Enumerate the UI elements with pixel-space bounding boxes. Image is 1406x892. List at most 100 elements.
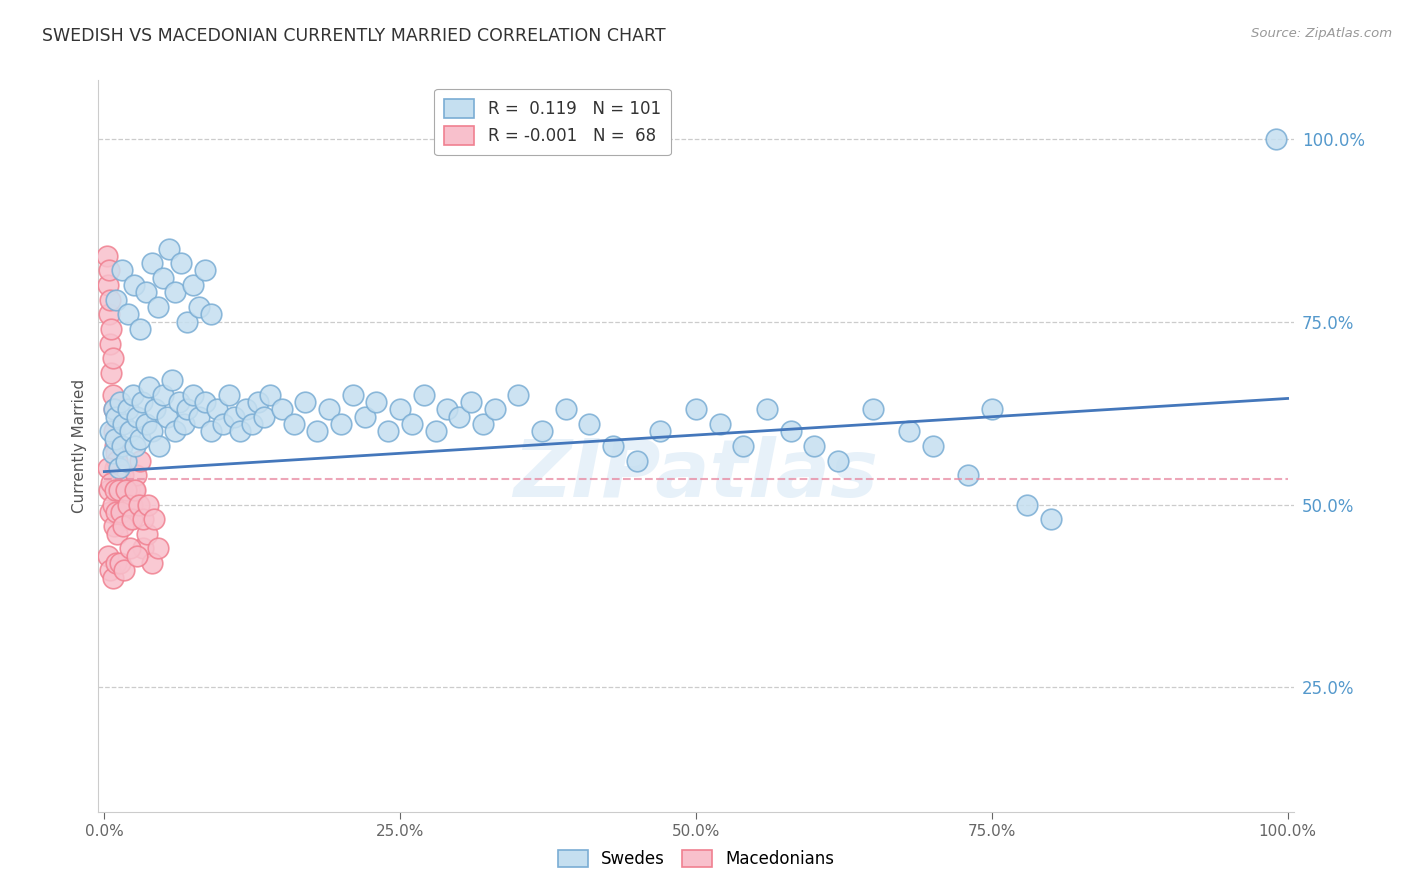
Text: ZIPatlas: ZIPatlas xyxy=(513,436,879,515)
Point xyxy=(107,468,129,483)
Point xyxy=(578,417,600,431)
Point xyxy=(112,417,135,431)
Point xyxy=(128,432,150,446)
Point xyxy=(107,498,129,512)
Point xyxy=(685,402,707,417)
Point xyxy=(484,402,506,417)
Point xyxy=(103,519,125,533)
Point xyxy=(146,541,169,556)
Point xyxy=(98,307,121,321)
Point xyxy=(101,388,124,402)
Point xyxy=(104,483,127,497)
Point xyxy=(98,483,121,497)
Point xyxy=(554,402,576,417)
Point xyxy=(117,498,139,512)
Point xyxy=(449,409,471,424)
Point xyxy=(1039,512,1062,526)
Point xyxy=(827,453,849,467)
Point xyxy=(114,483,136,497)
Point xyxy=(436,402,458,417)
Point xyxy=(425,425,447,439)
Point xyxy=(135,417,157,431)
Point xyxy=(105,293,128,307)
Point xyxy=(124,483,146,497)
Point xyxy=(188,300,211,314)
Point xyxy=(101,351,124,366)
Point xyxy=(127,409,149,424)
Point xyxy=(188,409,211,424)
Y-axis label: Currently Married: Currently Married xyxy=(72,379,87,513)
Point xyxy=(112,519,135,533)
Point xyxy=(97,461,120,475)
Point xyxy=(103,402,125,417)
Point xyxy=(105,556,128,570)
Point xyxy=(194,395,217,409)
Point xyxy=(921,439,943,453)
Point xyxy=(330,417,353,431)
Point xyxy=(107,483,129,497)
Point xyxy=(100,475,122,490)
Point xyxy=(165,425,187,439)
Point xyxy=(181,388,204,402)
Point xyxy=(143,512,166,526)
Point xyxy=(104,432,127,446)
Point xyxy=(218,388,240,402)
Point xyxy=(626,453,648,467)
Point xyxy=(128,453,150,467)
Point xyxy=(105,446,128,460)
Point xyxy=(105,409,128,424)
Point xyxy=(104,461,127,475)
Point xyxy=(803,439,825,453)
Point xyxy=(152,388,174,402)
Point xyxy=(132,512,155,526)
Point xyxy=(114,498,136,512)
Point xyxy=(98,293,121,307)
Point xyxy=(389,402,412,417)
Point xyxy=(131,395,153,409)
Point xyxy=(111,483,134,497)
Point xyxy=(141,256,163,270)
Point xyxy=(117,402,139,417)
Point xyxy=(118,483,141,497)
Point xyxy=(709,417,731,431)
Point xyxy=(136,498,159,512)
Point xyxy=(472,417,495,431)
Point xyxy=(138,380,160,394)
Point xyxy=(120,541,142,556)
Point xyxy=(270,402,292,417)
Point xyxy=(125,468,148,483)
Point xyxy=(146,300,169,314)
Point xyxy=(136,526,159,541)
Point xyxy=(114,453,136,467)
Text: SWEDISH VS MACEDONIAN CURRENTLY MARRIED CORRELATION CHART: SWEDISH VS MACEDONIAN CURRENTLY MARRIED … xyxy=(42,27,666,45)
Point xyxy=(235,402,257,417)
Point xyxy=(100,322,122,336)
Point xyxy=(531,425,554,439)
Point xyxy=(112,468,135,483)
Point xyxy=(247,395,270,409)
Point xyxy=(121,388,143,402)
Point xyxy=(122,483,145,497)
Point xyxy=(128,322,150,336)
Point xyxy=(167,395,190,409)
Point xyxy=(115,512,138,526)
Point xyxy=(366,395,388,409)
Point xyxy=(283,417,305,431)
Point xyxy=(377,425,399,439)
Point xyxy=(957,468,980,483)
Legend: Swedes, Macedonians: Swedes, Macedonians xyxy=(550,842,842,877)
Point xyxy=(141,425,163,439)
Point xyxy=(97,549,120,563)
Point xyxy=(181,278,204,293)
Point xyxy=(148,439,170,453)
Point xyxy=(98,263,121,277)
Point xyxy=(132,541,155,556)
Point xyxy=(460,395,482,409)
Point xyxy=(111,439,134,453)
Point xyxy=(194,263,217,277)
Point xyxy=(650,425,672,439)
Point xyxy=(862,402,884,417)
Point xyxy=(176,402,198,417)
Point xyxy=(128,498,150,512)
Point xyxy=(108,512,131,526)
